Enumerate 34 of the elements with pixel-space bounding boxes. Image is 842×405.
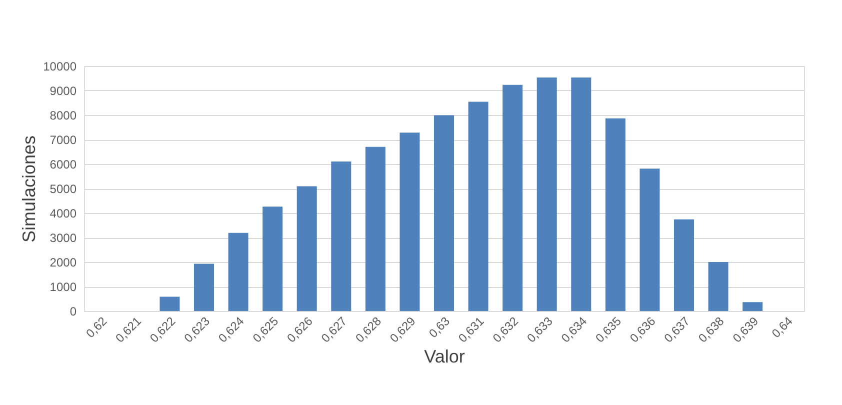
y-tick-label: 9000 xyxy=(50,84,77,98)
x-tick-label: 0,63 xyxy=(426,314,453,341)
y-tick-label: 7000 xyxy=(50,133,77,147)
bar xyxy=(194,264,214,311)
y-tick-label: 0 xyxy=(70,304,77,318)
x-tick-label: 0,62 xyxy=(83,314,110,341)
x-axis-title: Valor xyxy=(424,346,465,367)
bar xyxy=(640,168,660,311)
bar xyxy=(365,146,386,311)
bar xyxy=(434,115,454,311)
bar xyxy=(160,296,180,311)
bar xyxy=(571,78,592,311)
bar xyxy=(468,102,488,311)
bar xyxy=(262,206,283,311)
y-tick-label: 5000 xyxy=(50,182,77,196)
y-tick-label: 1000 xyxy=(50,280,77,294)
y-tick-label: 3000 xyxy=(50,231,77,245)
x-tick-label: 0,64 xyxy=(768,314,796,341)
bar xyxy=(502,84,523,311)
bar xyxy=(228,232,248,311)
bar xyxy=(400,132,420,311)
y-tick-label: 6000 xyxy=(50,158,77,172)
bar xyxy=(296,186,317,311)
bar xyxy=(742,302,763,311)
y-tick-label: 2000 xyxy=(50,256,77,270)
y-axis-title: Simulaciones xyxy=(19,135,40,243)
bar xyxy=(674,219,694,311)
bar xyxy=(536,78,557,311)
y-tick-label: 4000 xyxy=(50,206,77,220)
y-tick-label: 10000 xyxy=(43,60,77,74)
bar xyxy=(605,118,626,311)
y-tick-label: 8000 xyxy=(50,108,77,122)
bar xyxy=(331,162,352,311)
bar xyxy=(708,262,728,311)
